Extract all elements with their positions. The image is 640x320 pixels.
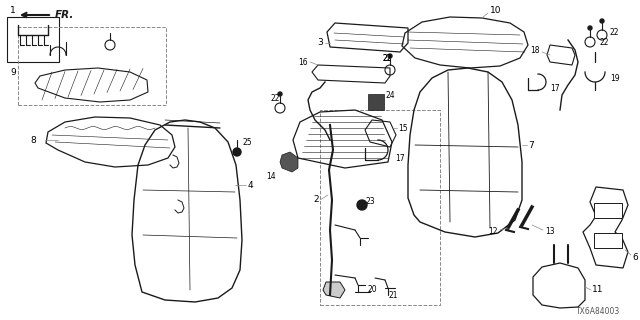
- Bar: [7, 17, 59, 62]
- Circle shape: [357, 200, 367, 210]
- Text: 1: 1: [10, 5, 16, 14]
- Circle shape: [588, 26, 592, 30]
- Text: 15: 15: [398, 124, 408, 132]
- Text: 3: 3: [317, 37, 323, 46]
- Text: 22: 22: [382, 53, 392, 62]
- Text: 19: 19: [610, 74, 620, 83]
- Bar: [594, 203, 622, 218]
- Text: 18: 18: [531, 45, 540, 54]
- Bar: [368, 94, 384, 110]
- Text: 8: 8: [30, 135, 36, 145]
- Text: 7: 7: [528, 140, 534, 149]
- Circle shape: [278, 92, 282, 96]
- Text: 17: 17: [550, 84, 559, 92]
- Bar: [594, 233, 622, 248]
- Text: 25: 25: [242, 138, 252, 147]
- Bar: [18, 27, 166, 105]
- Text: 22: 22: [610, 28, 620, 36]
- Circle shape: [233, 148, 241, 156]
- Circle shape: [600, 19, 604, 23]
- Text: 17: 17: [395, 154, 404, 163]
- Polygon shape: [323, 282, 345, 298]
- Polygon shape: [280, 152, 298, 172]
- Text: 22: 22: [600, 37, 609, 46]
- Text: 12: 12: [488, 228, 498, 236]
- Text: FR.: FR.: [55, 10, 74, 20]
- Text: 21: 21: [388, 291, 397, 300]
- Text: TX6A84003: TX6A84003: [576, 308, 620, 316]
- Text: 11: 11: [592, 285, 604, 294]
- Text: 16: 16: [298, 58, 308, 67]
- Text: 20: 20: [367, 285, 376, 294]
- Text: 22: 22: [270, 93, 280, 102]
- Text: 23: 23: [365, 197, 374, 206]
- Text: 14: 14: [266, 172, 276, 180]
- Text: 13: 13: [545, 228, 555, 236]
- Bar: [320, 110, 440, 305]
- Text: 6: 6: [632, 253, 637, 262]
- Text: 4: 4: [248, 180, 253, 189]
- Circle shape: [388, 54, 392, 58]
- Text: 22: 22: [382, 53, 392, 62]
- Text: 2: 2: [313, 196, 319, 204]
- Text: 10: 10: [490, 5, 502, 14]
- Text: 9: 9: [10, 68, 16, 76]
- Text: 24: 24: [385, 91, 395, 100]
